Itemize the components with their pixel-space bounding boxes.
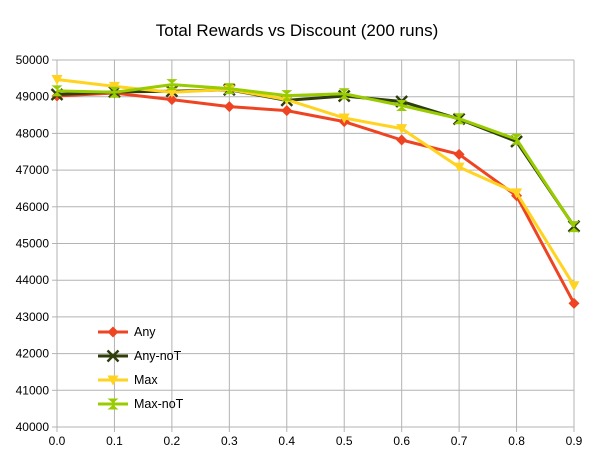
data-point	[107, 398, 119, 410]
legend-label: Any-noT	[134, 349, 182, 363]
data-point	[453, 162, 465, 173]
data-point	[166, 79, 178, 91]
y-tick-label: 41000	[16, 383, 50, 397]
y-tick-label: 44000	[16, 273, 50, 287]
x-tick-label: 0.4	[278, 434, 295, 448]
y-tick-label: 43000	[16, 310, 50, 324]
data-point	[166, 94, 178, 106]
x-tick-label: 0.5	[336, 434, 353, 448]
gridlines	[52, 59, 575, 432]
data-point	[223, 101, 235, 113]
data-point	[223, 83, 235, 95]
data-point	[338, 88, 350, 100]
x-tick-label: 0.0	[49, 434, 66, 448]
y-tick-label: 47000	[16, 163, 50, 177]
x-tick-label: 0.3	[221, 434, 238, 448]
legend-label: Max	[134, 373, 158, 387]
legend-item: Max-noT	[98, 397, 184, 411]
y-tick-label: 49000	[16, 90, 50, 104]
data-point	[396, 100, 408, 112]
plot-area	[50, 74, 581, 309]
data-point	[107, 326, 119, 338]
data-point	[281, 105, 293, 117]
y-tick-label: 42000	[16, 347, 50, 361]
legend: Any Any-noT Max Max-noT	[98, 325, 184, 411]
legend-item: Max	[98, 373, 158, 387]
data-point	[568, 297, 580, 309]
data-point	[511, 133, 523, 145]
chart-title: Total Rewards vs Discount (200 runs)	[156, 21, 439, 40]
x-tick-label: 0.1	[106, 434, 123, 448]
x-tick-label: 0.8	[508, 434, 525, 448]
series-any	[51, 87, 580, 309]
y-tick-label: 40000	[16, 420, 50, 434]
series-line	[56, 83, 576, 228]
y-axis-ticks: 40000 41000 42000 43000 44000 45000 46000 47000…	[16, 53, 50, 434]
x-axis-ticks: 0.0 0.1 0.2 0.3 0.4 0.5 0.6 0.7 0.8 0.9	[49, 434, 583, 448]
x-tick-label: 0.6	[393, 434, 410, 448]
x-tick-label: 0.2	[164, 434, 181, 448]
data-point	[108, 86, 120, 98]
y-tick-label: 46000	[16, 200, 50, 214]
legend-label: Max-noT	[134, 397, 184, 411]
data-point	[281, 90, 293, 102]
data-point	[396, 124, 408, 135]
data-point	[453, 113, 465, 125]
y-tick-label: 45000	[16, 237, 50, 251]
data-point	[51, 74, 63, 85]
series-any-not	[50, 83, 581, 233]
x-tick-label: 0.7	[451, 434, 468, 448]
data-point	[511, 188, 523, 199]
legend-label: Any	[134, 325, 156, 339]
y-tick-label: 50000	[16, 53, 50, 67]
data-point	[51, 85, 63, 97]
x-tick-label: 0.9	[566, 434, 583, 448]
data-point	[568, 281, 580, 292]
data-point	[568, 221, 580, 233]
series-line	[56, 77, 576, 287]
data-point	[396, 134, 408, 146]
series-max-not	[51, 79, 580, 233]
legend-item: Any	[98, 325, 156, 339]
data-point	[338, 113, 350, 124]
legend-item: Any-noT	[98, 349, 182, 363]
y-tick-label: 48000	[16, 126, 50, 140]
series-line	[56, 91, 576, 305]
data-point	[107, 375, 119, 386]
data-point	[453, 148, 465, 160]
data-point	[106, 349, 120, 363]
data-point	[166, 87, 178, 98]
